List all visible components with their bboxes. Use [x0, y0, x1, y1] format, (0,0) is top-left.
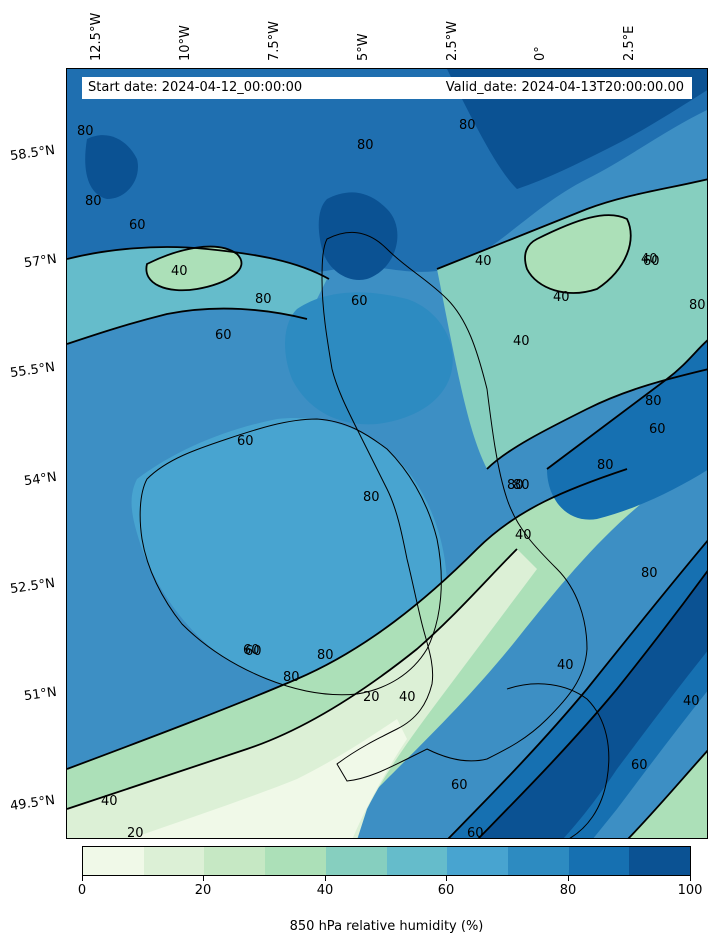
contour-label-group: 80 80 60 40 60 80 60 80 60 40 40 40 80 6… — [77, 118, 706, 839]
colorbar-tick-label: 60 — [437, 883, 455, 898]
colorbar-tick-label: 80 — [559, 883, 577, 898]
humidity-band — [131, 418, 448, 693]
contour-label: 40 — [683, 694, 700, 709]
colorbar-segment — [629, 847, 691, 875]
contour-lines — [67, 178, 707, 838]
contour-label: 60 — [631, 758, 648, 773]
colorbar-segment — [447, 847, 508, 875]
colorbar-segment — [325, 847, 387, 875]
colorbar-tick — [82, 876, 83, 881]
contour-label: 60 — [243, 643, 260, 658]
contour-label: 80 — [283, 670, 300, 685]
contour-label: 20 — [363, 690, 380, 705]
contour-label: 40 — [475, 254, 492, 269]
date-header: Start date: 2024-04-12_00:00:00 Valid_da… — [82, 77, 692, 99]
lat-label: 51°N — [23, 684, 58, 705]
colorbar-segment — [568, 847, 630, 875]
colorbar-segment — [143, 847, 205, 875]
contour-label: 80 — [77, 124, 94, 139]
contour-label: 80 — [513, 478, 530, 493]
colorbar-segment — [83, 847, 144, 875]
lon-label: 2.5°W — [445, 20, 460, 61]
humidity-band — [318, 192, 398, 280]
colorbar — [82, 846, 691, 876]
contour-label: 40 — [101, 794, 118, 809]
colorbar-tick — [568, 876, 569, 881]
humidity-band — [447, 69, 707, 189]
humidity-band — [448, 541, 707, 838]
humidity-band — [628, 751, 707, 838]
humidity-band — [67, 469, 647, 838]
colorbar-segment — [507, 847, 569, 875]
contour-label: 40 — [641, 252, 658, 267]
contour-label: 60 — [467, 826, 484, 839]
contour-label: 80 — [255, 292, 272, 307]
lon-label: 7.5°W — [267, 20, 282, 61]
contour-label: 20 — [127, 826, 144, 839]
humidity-band — [67, 247, 327, 344]
lon-label: 2.5°E — [622, 25, 637, 61]
contour-label: 60 — [215, 328, 232, 343]
humidity-band — [437, 179, 707, 469]
contour-label: 80 — [641, 566, 658, 581]
contour-label: 60 — [245, 644, 262, 659]
lat-label: 55.5°N — [9, 359, 56, 382]
coastline — [139, 231, 610, 838]
contour-label: 40 — [171, 264, 188, 279]
lat-label: 57°N — [23, 251, 58, 272]
contour-label: 60 — [643, 254, 660, 269]
lat-label: 58.5°N — [9, 142, 56, 165]
colorbar-tick — [446, 876, 447, 881]
colorbar-tick — [325, 876, 326, 881]
contour-label: 80 — [85, 194, 102, 209]
contour-label: 80 — [357, 138, 374, 153]
contour-label: 60 — [649, 422, 666, 437]
humidity-band — [132, 719, 407, 838]
contour-label: 40 — [553, 290, 570, 305]
lon-label: 0° — [533, 46, 548, 61]
contour-label: 40 — [399, 690, 416, 705]
contour-label: 40 — [515, 528, 532, 543]
contour-label: 60 — [451, 778, 468, 793]
contour-label: 80 — [597, 458, 614, 473]
colorbar-tick — [203, 876, 204, 881]
humidity-band — [146, 246, 242, 291]
lat-label: 52.5°N — [9, 575, 56, 598]
lat-label: 49.5°N — [9, 792, 56, 815]
colorbar-segment — [386, 847, 448, 875]
colorbar-tick — [690, 876, 691, 881]
map-panel: 80 80 60 40 60 80 60 80 60 40 40 40 80 6… — [66, 68, 708, 839]
humidity-band — [547, 340, 707, 520]
colorbar-tick-label: 100 — [677, 883, 703, 898]
humidity-band — [525, 215, 631, 293]
contour-label: 80 — [459, 118, 476, 133]
colorbar-tick-label: 40 — [316, 883, 334, 898]
valid-date: Valid_date: 2024-04-13T20:00:00.00 — [445, 80, 684, 95]
contour-label: 60 — [129, 218, 146, 233]
contour-label: 80 — [363, 490, 380, 505]
contour-label: 40 — [513, 334, 530, 349]
colorbar-segment — [265, 847, 326, 875]
colorbar-tick-label: 0 — [77, 883, 87, 898]
colorbar-segment — [204, 847, 266, 875]
contour-label: 80 — [645, 394, 662, 409]
colorbar-title: 850 hPa relative humidity (%) — [289, 919, 484, 934]
humidity-band — [85, 135, 138, 199]
colorbar-tick-label: 20 — [194, 883, 212, 898]
humidity-band — [478, 571, 707, 838]
contour-label: 80 — [317, 648, 334, 663]
start-date: Start date: 2024-04-12_00:00:00 — [88, 80, 303, 95]
humidity-contour-map: 80 80 60 40 60 80 60 80 60 40 40 40 80 6… — [67, 69, 707, 839]
contour-label: 80 — [689, 298, 706, 313]
contour-label: 60 — [237, 434, 254, 449]
lon-label: 5°W — [356, 33, 371, 61]
lon-label: 12.5°W — [89, 12, 104, 61]
contour-label: 40 — [557, 658, 574, 673]
contour-label: 60 — [351, 294, 368, 309]
contour-label: 80 — [507, 478, 524, 493]
humidity-band — [285, 292, 453, 425]
lat-label: 54°N — [23, 469, 58, 490]
lon-label: 10°W — [178, 25, 193, 61]
